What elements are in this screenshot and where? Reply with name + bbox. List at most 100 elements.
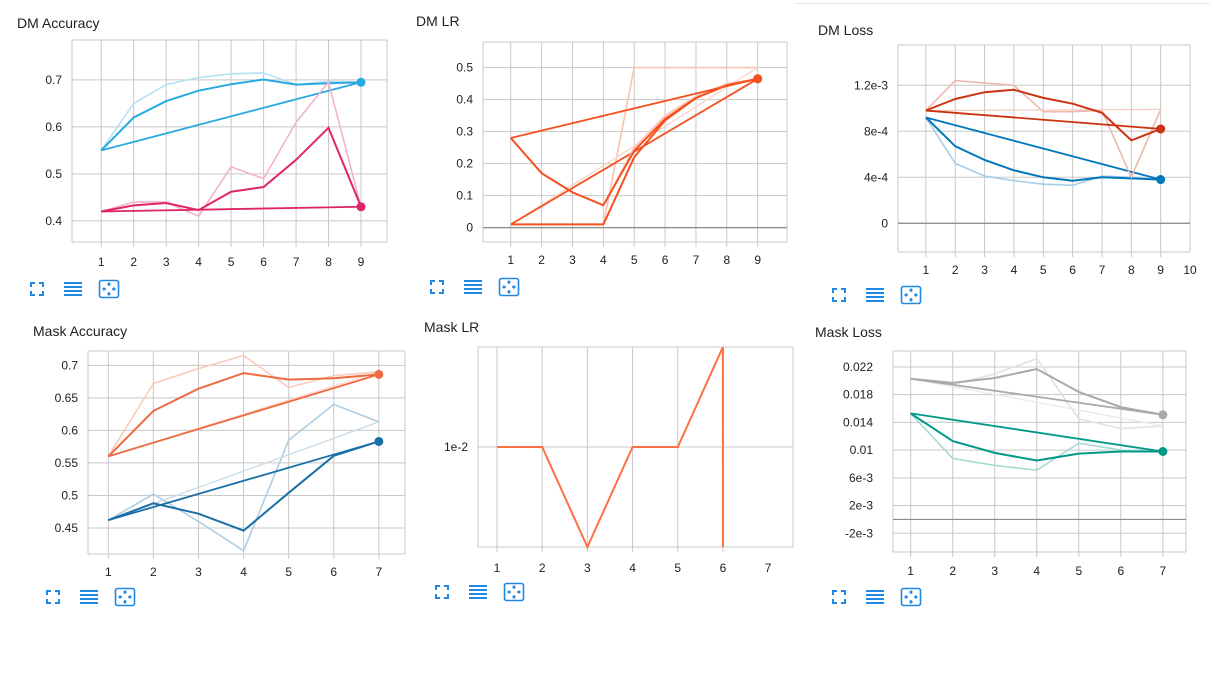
chart-svg: 0.45 0.5 0.55 0.6 0.65 0.7 1 2 3 4 5 6 7	[55, 350, 406, 579]
chart-toolbar	[25, 278, 121, 300]
smoothed-line	[107, 440, 380, 532]
data-table-icon[interactable]	[461, 276, 485, 298]
x-tick-label: 3	[584, 561, 591, 575]
x-tick-label: 6	[662, 253, 669, 267]
x-tick-label: 3	[991, 564, 998, 578]
fit-domain-icon[interactable]	[497, 276, 521, 298]
y-tick-label: 0.018	[843, 388, 873, 402]
chart-title: Mask LR	[424, 319, 480, 335]
raw-connector-line	[925, 108, 1161, 112]
x-tick-label: 10	[1183, 263, 1197, 277]
fit-domain-icon[interactable]	[899, 586, 923, 608]
x-tick-label: 1	[907, 564, 914, 578]
chart-svg: 0 0.1 0.2 0.3 0.4 0.5 1 2 3 4 5 6 7 8 9	[456, 41, 788, 267]
raw-line	[925, 79, 1162, 180]
smoothed-connector-line	[100, 81, 362, 152]
x-tick-label: 4	[629, 561, 636, 575]
y-tick-label: 0.6	[45, 120, 62, 134]
data-table-icon[interactable]	[77, 586, 101, 608]
grid	[72, 40, 387, 242]
series-2	[107, 403, 384, 552]
smoothed-line	[910, 367, 1164, 416]
series-1	[107, 354, 384, 458]
y-tick-label: 2e-3	[849, 499, 873, 513]
chart-svg: 0.4 0.5 0.6 0.7 1 2 3 4 5 6 7 8 9	[45, 39, 388, 269]
data-table-icon[interactable]	[466, 581, 490, 603]
y-tick-label: 0.022	[843, 360, 873, 374]
series-2	[510, 74, 763, 207]
expand-icon[interactable]	[430, 581, 454, 603]
grid	[898, 45, 1190, 252]
x-tick-label: 4	[240, 565, 247, 579]
x-tick-label: 2	[539, 561, 546, 575]
y-tick-label: 0.7	[45, 73, 62, 87]
y-tick-label: 0.5	[61, 488, 78, 502]
chart-svg: 0 4e-4 8e-4 1.2e-3 1 2 3 4 5 6 7 8 9 10	[854, 44, 1197, 277]
y-tick-label: 0	[881, 216, 888, 230]
y-tick-label: 0.4	[456, 93, 473, 107]
y-tick-label: 0.55	[55, 456, 79, 470]
x-tick-label: 4	[1033, 564, 1040, 578]
x-tick-label: 2	[150, 565, 157, 579]
data-table-icon[interactable]	[863, 586, 887, 608]
x-tick-label: 7	[293, 255, 300, 269]
chart-toolbar	[430, 581, 526, 603]
series-2	[925, 79, 1166, 180]
smoothed-line	[107, 372, 379, 458]
expand-icon[interactable]	[41, 586, 65, 608]
x-tick-label: 9	[1157, 263, 1164, 277]
y-tick-label: 8e-4	[864, 124, 888, 138]
expand-icon[interactable]	[425, 276, 449, 298]
x-tick-label: 1	[494, 561, 501, 575]
raw-line	[100, 80, 362, 218]
fit-domain-icon[interactable]	[502, 581, 526, 603]
raw-line	[107, 354, 379, 457]
data-table-icon[interactable]	[61, 278, 85, 300]
x-tick-label: 8	[325, 255, 332, 269]
expand-icon[interactable]	[25, 278, 49, 300]
series-1	[910, 357, 1168, 430]
x-tick-label: 2	[538, 253, 545, 267]
x-tick-label: 7	[376, 565, 383, 579]
x-tick-label: 5	[1040, 263, 1047, 277]
y-tick-label: 0.6	[61, 423, 78, 437]
smoothed-line	[925, 116, 1161, 182]
smoothed-connector-line	[108, 440, 380, 522]
x-tick-label: 1	[923, 263, 930, 277]
x-tick-label: 7	[1160, 564, 1167, 578]
x-tick-label: 8	[1128, 263, 1135, 277]
y-tick-label: 0.014	[843, 415, 873, 429]
y-tick-label: 0.01	[850, 443, 874, 457]
smoothed-connector-line	[101, 205, 362, 213]
data-table-icon[interactable]	[863, 284, 887, 306]
smoothed-connector-line	[910, 412, 1164, 453]
x-tick-label: 7	[1099, 263, 1106, 277]
chart-card-dm-loss: DM Loss 0 4e-4 8e-4 1.2e-3 1 2 3 4 5 6 7 8 9 10	[800, 0, 1213, 310]
y-tick-label: 6e-3	[849, 471, 873, 485]
smoothed-connector-line	[108, 373, 380, 458]
y-tick-label: 0.2	[456, 157, 473, 171]
x-tick-label: 1	[105, 565, 112, 579]
fit-domain-icon[interactable]	[899, 284, 923, 306]
raw-line	[910, 412, 1163, 472]
chart-card-dm-lr: DM LR 0 0.1 0.2 0.3 0.4 0.5 1 2 3 4 5 6 7 8 9	[400, 0, 800, 305]
chart-title: DM Accuracy	[17, 15, 100, 31]
series-2	[910, 412, 1168, 472]
expand-icon[interactable]	[827, 586, 851, 608]
smoothed-line	[101, 126, 362, 213]
series-2	[100, 80, 366, 218]
chart-card-mask-accuracy: Mask Accuracy 0.45 0.5 0.55 0.6 0.65 0.7 1 2 3 4 5…	[0, 310, 406, 615]
series-1	[100, 72, 366, 152]
x-tick-label: 3	[569, 253, 576, 267]
chart-card-mask-loss: Mask Loss -2e-3 2e-3 6e-3 0.01 0.014 0.018 0.0…	[800, 310, 1213, 615]
expand-icon[interactable]	[827, 284, 851, 306]
smoothed-connector-line	[510, 77, 758, 139]
raw-line	[100, 72, 362, 151]
x-tick-label: 4	[600, 253, 607, 267]
chart-card-dm-accuracy: DM Accuracy 0.4 0.5 0.6 0.7 1 2 3 4 5 6 7 8 9	[0, 0, 400, 305]
smoothed-connector-line	[910, 377, 1164, 416]
chart-svg: 1e-2 1 2 3 4 5 6 7	[444, 346, 794, 575]
x-tick-label: 1	[507, 253, 514, 267]
fit-domain-icon[interactable]	[113, 586, 137, 608]
fit-domain-icon[interactable]	[97, 278, 121, 300]
